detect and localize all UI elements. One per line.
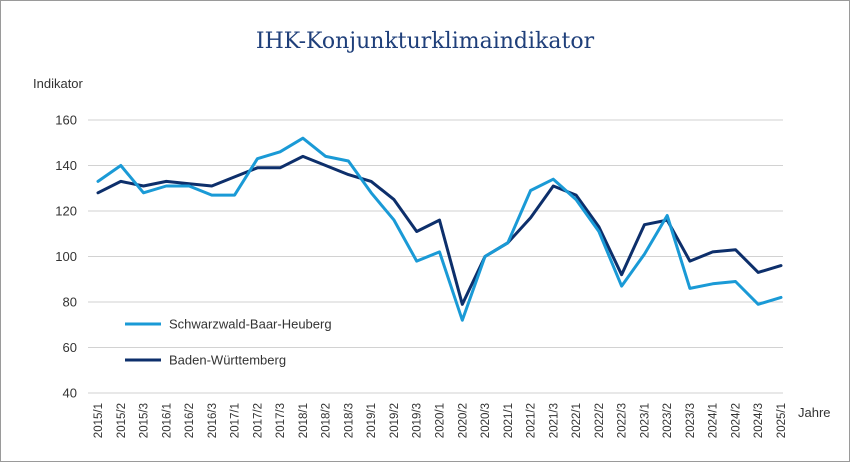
x-tick-label: 2015/2	[116, 403, 128, 438]
x-tick-label: 2022/3	[617, 403, 629, 438]
series-line-0	[96, 136, 783, 322]
x-tick-label: 2018/1	[298, 403, 310, 438]
x-tick-label: 2023/2	[662, 403, 674, 438]
y-axis-label: Indikator	[33, 76, 84, 91]
y-tick-label: 120	[55, 204, 77, 219]
x-tick-label: 2019/2	[389, 403, 401, 438]
x-tick-label: 2015/1	[93, 403, 105, 438]
x-tick-label: 2024/1	[708, 403, 720, 438]
x-tick-label: 2020/3	[480, 403, 492, 438]
x-tick-label: 2015/3	[139, 403, 151, 438]
x-tick-label: 2021/3	[548, 403, 560, 438]
y-tick-label: 100	[55, 249, 77, 264]
x-tick-label: 2017/3	[275, 403, 287, 438]
y-tick-label: 160	[55, 113, 77, 128]
legend-label-0: Schwarzwald-Baar-Heuberg	[169, 317, 332, 332]
x-tick-label: 2019/1	[366, 403, 378, 438]
x-tick-label: 2016/2	[184, 403, 196, 438]
y-tick-label: 80	[63, 295, 77, 310]
x-tick-label: 2020/1	[435, 403, 447, 438]
x-tick-label: 2019/3	[412, 403, 424, 438]
x-tick-label: 2017/1	[230, 403, 242, 438]
x-tick-label: 2021/1	[503, 403, 515, 438]
series-layer	[96, 136, 783, 322]
y-tick-label: 140	[55, 158, 77, 173]
y-tick-label: 60	[63, 340, 77, 355]
x-axis-label: Jahre	[798, 405, 831, 420]
grid-layer	[88, 119, 783, 394]
x-tick-label: 2018/2	[321, 403, 333, 438]
chart-title: IHK-Konjunkturklimaindikator	[256, 29, 595, 54]
x-tick-label: 2016/3	[207, 403, 219, 438]
x-tick-label: 2020/2	[457, 403, 469, 438]
legend: Schwarzwald-Baar-Heuberg Baden-Württember…	[125, 317, 332, 368]
x-tick-label: 2017/2	[252, 403, 264, 438]
y-tick-labels: 40 60 80 100 120 140 160	[55, 113, 77, 401]
x-tick-label: 2025/1	[776, 403, 788, 438]
x-tick-label: 2023/1	[639, 403, 651, 438]
legend-label-1: Baden-Württemberg	[169, 353, 286, 368]
x-tick-label: 2024/3	[753, 403, 765, 438]
series-line-1	[96, 154, 783, 306]
x-tick-labels: 2015/1 2015/2 2015/3 2016/1 2016/2 2016/3 2017…	[93, 403, 788, 438]
x-tick-label: 2024/2	[730, 403, 742, 438]
x-tick-label: 2021/2	[526, 403, 538, 438]
x-tick-label: 2022/2	[594, 403, 606, 438]
x-tick-label: 2023/3	[685, 403, 697, 438]
x-tick-label: 2016/1	[161, 403, 173, 438]
y-tick-label: 40	[63, 386, 77, 401]
x-tick-label: 2018/3	[343, 403, 355, 438]
x-tick-label: 2022/1	[571, 403, 583, 438]
